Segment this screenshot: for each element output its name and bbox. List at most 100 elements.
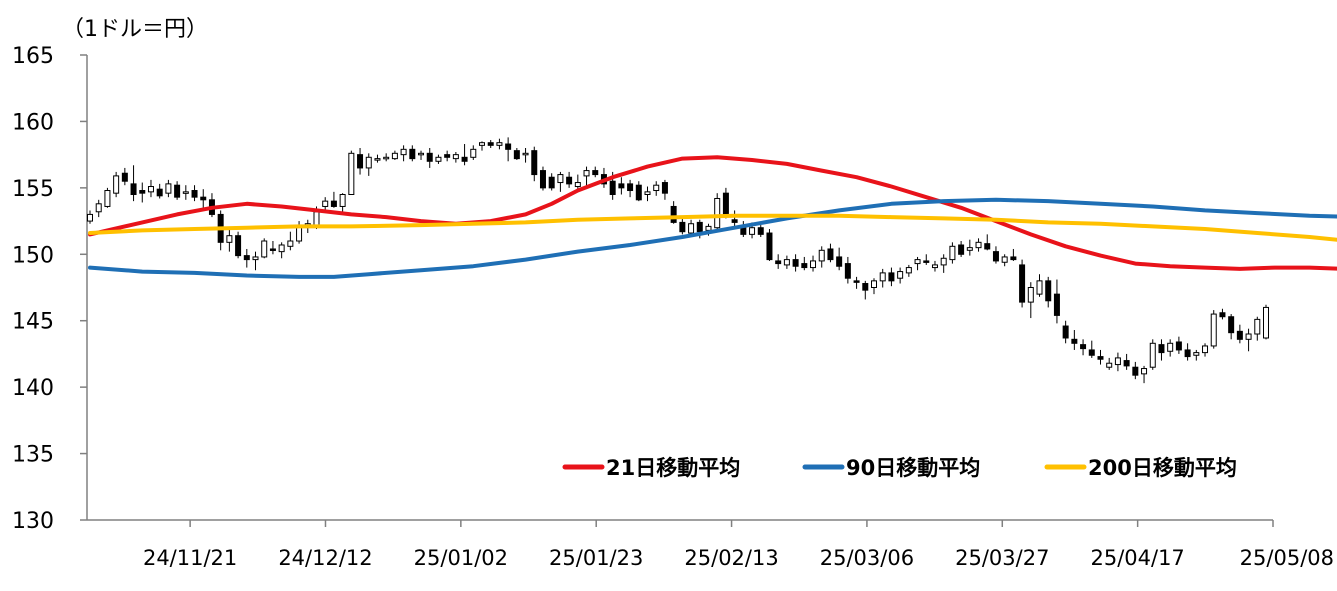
- candle: [121, 167, 128, 186]
- candle: [1263, 304, 1269, 340]
- candle-body: [766, 232, 773, 261]
- candle: [757, 225, 764, 238]
- y-unit-label: （1ドル＝円）: [62, 17, 208, 42]
- ma21-line: [88, 155, 1337, 271]
- candle-body: [931, 264, 938, 269]
- candle: [1175, 336, 1182, 354]
- candle-body: [696, 221, 703, 233]
- candle-body: [618, 183, 625, 189]
- candle-body: [1053, 293, 1060, 316]
- candle: [235, 231, 242, 259]
- y-tick-label: 155: [12, 177, 54, 202]
- candle-body: [330, 200, 337, 207]
- x-tick-label: 25/03/27: [955, 546, 1049, 570]
- candle-body: [479, 142, 485, 146]
- y-tick-label: 130: [12, 509, 54, 534]
- legend-label: 21日移動平均: [606, 456, 740, 480]
- candle-body: [513, 150, 520, 160]
- candle-body: [191, 190, 198, 198]
- candle: [452, 151, 459, 163]
- candle: [1027, 282, 1034, 319]
- candle: [1193, 349, 1200, 361]
- candle: [905, 264, 912, 277]
- candle-body: [1080, 344, 1087, 350]
- candle-body: [130, 183, 137, 196]
- candle: [208, 193, 215, 218]
- candle-body: [156, 188, 163, 197]
- candle-body: [783, 259, 790, 266]
- candle-body: [871, 280, 877, 289]
- candle: [653, 181, 660, 196]
- candle: [897, 267, 904, 284]
- candle: [1097, 349, 1104, 365]
- candle: [888, 267, 895, 287]
- candle: [1062, 320, 1069, 344]
- candle: [400, 145, 407, 162]
- candle: [583, 166, 590, 188]
- candle: [365, 153, 372, 176]
- candle: [409, 145, 416, 162]
- candle: [1053, 279, 1060, 324]
- candle: [252, 251, 259, 271]
- candle: [644, 186, 651, 202]
- candle-body: [1202, 345, 1209, 354]
- candle-body: [139, 190, 146, 194]
- candle-body: [95, 203, 102, 213]
- candle-body: [1123, 360, 1130, 367]
- candle: [618, 177, 625, 195]
- candle-body: [1114, 357, 1121, 366]
- candle-body: [583, 170, 590, 177]
- candle-body: [1062, 325, 1069, 339]
- candle: [1001, 254, 1008, 267]
- candle-body: [1210, 313, 1217, 347]
- candle-body: [505, 143, 512, 150]
- candle: [1036, 274, 1043, 297]
- candle: [566, 171, 573, 188]
- candle: [1019, 259, 1026, 308]
- candle: [1210, 310, 1217, 349]
- candle-body: [1071, 338, 1078, 344]
- candle: [435, 154, 442, 164]
- x-tick-label: 25/05/08: [1240, 546, 1334, 570]
- candle-body: [522, 152, 529, 156]
- x-tick-label: 24/11/21: [143, 546, 237, 570]
- y-tick-label: 150: [12, 243, 54, 268]
- x-tick-label: 25/01/02: [414, 546, 508, 570]
- ma200-line: [88, 213, 1337, 242]
- candle-body: [470, 148, 477, 158]
- candle-body: [592, 170, 599, 176]
- candle: [374, 154, 381, 163]
- candle-body: [226, 235, 233, 243]
- candle-body: [452, 154, 459, 160]
- candle-body: [278, 244, 285, 253]
- candle-body: [722, 192, 729, 215]
- candle-body: [1219, 312, 1226, 318]
- candle: [810, 255, 817, 272]
- candle-body: [679, 221, 686, 233]
- candle-body: [1245, 333, 1252, 340]
- candle-body: [252, 256, 259, 261]
- x-axis: 24/11/21 24/12/12 25/01/02 25/01/23 25/02/13…: [87, 519, 1334, 570]
- candle-body: [1132, 366, 1139, 376]
- y-tick-label: 145: [12, 310, 54, 335]
- candle: [269, 241, 276, 255]
- candle-body: [627, 183, 634, 192]
- legend-item: 200日移動平均: [1044, 456, 1237, 480]
- candle-body: [287, 240, 294, 247]
- candle-body: [1045, 280, 1052, 302]
- candle: [174, 181, 181, 200]
- candle-body: [1097, 356, 1104, 360]
- candle-body: [1088, 349, 1095, 356]
- candle: [1219, 308, 1226, 320]
- candle: [339, 193, 346, 215]
- x-tick-label: 25/03/06: [820, 546, 914, 570]
- legend-item: 90日移動平均: [802, 456, 980, 480]
- candle-body: [1027, 287, 1034, 303]
- candle: [191, 185, 198, 202]
- candle-body: [348, 152, 355, 195]
- candle: [1254, 316, 1261, 341]
- candle-body: [914, 259, 921, 265]
- candle-body: [949, 245, 956, 261]
- candle-body: [313, 211, 320, 226]
- candle: [1202, 343, 1209, 357]
